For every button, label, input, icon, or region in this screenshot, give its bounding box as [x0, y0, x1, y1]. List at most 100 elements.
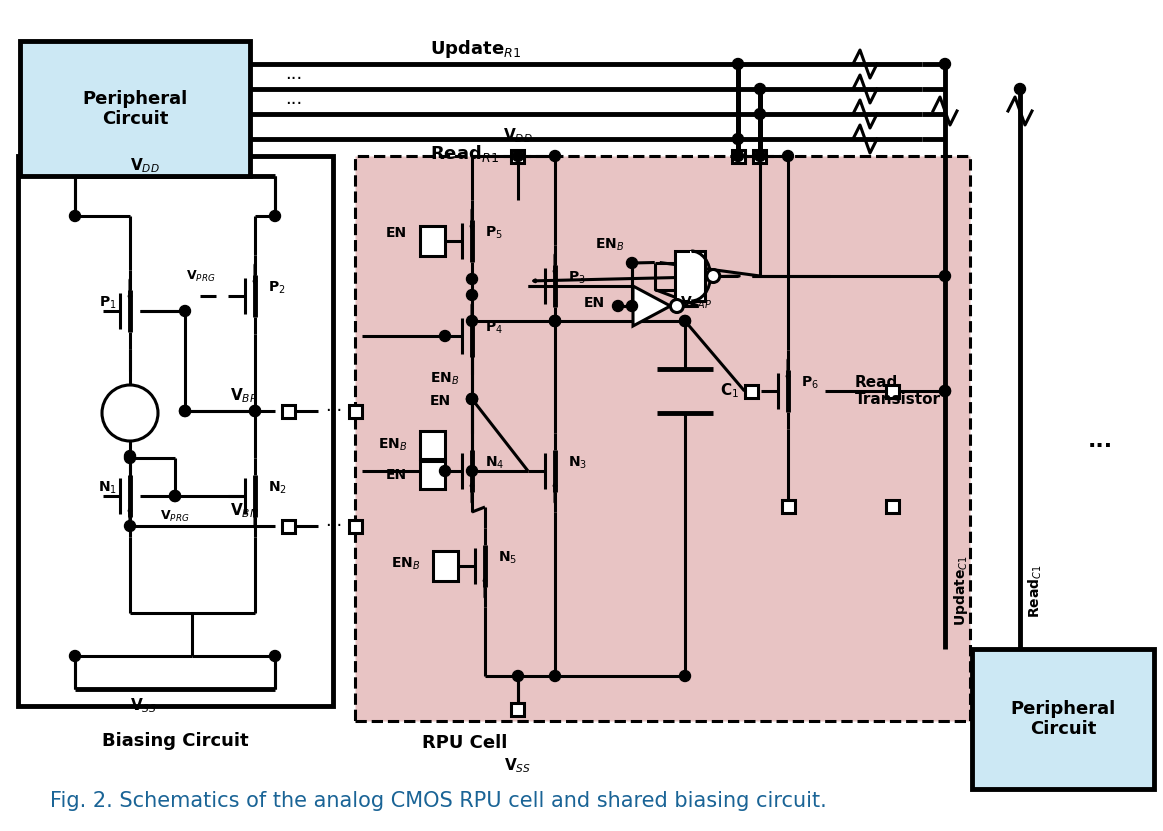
Text: V$_{SS}$: V$_{SS}$ — [505, 757, 531, 775]
Bar — [355, 156, 970, 721]
Circle shape — [466, 289, 478, 301]
Circle shape — [70, 651, 80, 661]
Circle shape — [179, 306, 191, 317]
Circle shape — [549, 671, 561, 681]
Text: V$_{BN}$: V$_{BN}$ — [230, 502, 259, 520]
Circle shape — [250, 406, 261, 416]
Circle shape — [940, 386, 950, 396]
Bar — [281, 405, 294, 417]
Circle shape — [170, 490, 180, 501]
Circle shape — [549, 316, 561, 327]
Bar — [885, 385, 899, 397]
Text: V$_{DD}$: V$_{DD}$ — [504, 126, 533, 145]
Bar — [512, 702, 525, 715]
Circle shape — [755, 150, 765, 161]
Circle shape — [733, 150, 743, 161]
Circle shape — [466, 465, 478, 476]
Polygon shape — [633, 286, 670, 326]
Text: P$_2$: P$_2$ — [267, 280, 286, 296]
Circle shape — [940, 271, 950, 282]
Circle shape — [679, 316, 691, 327]
Text: V$_{BP}$: V$_{BP}$ — [230, 386, 258, 406]
Circle shape — [783, 150, 793, 161]
Circle shape — [124, 453, 136, 464]
Text: Update$_{R1}$: Update$_{R1}$ — [430, 38, 521, 60]
Bar — [281, 519, 294, 533]
Bar — [512, 150, 525, 163]
Text: EN$_B$: EN$_B$ — [594, 237, 625, 253]
Text: EN: EN — [386, 226, 407, 240]
Circle shape — [940, 58, 950, 70]
Text: N$_2$: N$_2$ — [267, 479, 287, 496]
Text: Update$_{C1}$: Update$_{C1}$ — [952, 556, 970, 627]
Circle shape — [124, 450, 136, 461]
Bar — [20, 41, 250, 176]
Circle shape — [466, 273, 478, 284]
Circle shape — [70, 210, 80, 222]
Circle shape — [466, 394, 478, 405]
Bar — [349, 405, 362, 417]
Circle shape — [513, 150, 523, 161]
Bar — [691, 251, 692, 301]
Text: Biasing Circuit: Biasing Circuit — [101, 732, 249, 750]
Circle shape — [707, 269, 720, 283]
Bar — [349, 519, 362, 533]
Text: ···: ··· — [285, 70, 302, 88]
Circle shape — [179, 406, 191, 416]
Circle shape — [627, 258, 637, 268]
Circle shape — [179, 406, 191, 416]
Circle shape — [755, 83, 765, 95]
Circle shape — [250, 406, 261, 416]
Text: EN$_B$: EN$_B$ — [378, 437, 407, 453]
Bar — [675, 251, 705, 301]
Bar — [420, 431, 445, 459]
Text: P$_3$: P$_3$ — [568, 270, 586, 286]
Text: C$_1$: C$_1$ — [720, 381, 739, 401]
Bar — [420, 461, 445, 489]
Bar — [885, 499, 899, 513]
Text: V$_{DD}$: V$_{DD}$ — [130, 157, 159, 175]
Text: ···: ··· — [285, 95, 302, 113]
Bar — [744, 385, 757, 397]
Text: Peripheral
Circuit: Peripheral Circuit — [1011, 700, 1115, 739]
Text: EN: EN — [430, 394, 451, 408]
Circle shape — [1014, 83, 1026, 95]
Text: Fig. 2. Schematics of the analog CMOS RPU cell and shared biasing circuit.: Fig. 2. Schematics of the analog CMOS RP… — [50, 791, 827, 811]
Circle shape — [440, 331, 450, 342]
Circle shape — [270, 651, 280, 661]
Text: ···: ··· — [1087, 436, 1113, 456]
Bar — [420, 226, 445, 256]
Circle shape — [466, 316, 478, 327]
Circle shape — [513, 671, 523, 681]
Circle shape — [124, 520, 136, 532]
Text: P$_6$: P$_6$ — [801, 375, 819, 391]
Text: Read$_{C1}$: Read$_{C1}$ — [1027, 564, 1044, 617]
Text: Read
Transistor: Read Transistor — [855, 375, 941, 407]
Circle shape — [549, 316, 561, 327]
Circle shape — [940, 386, 950, 396]
Text: P$_1$: P$_1$ — [100, 295, 117, 311]
Circle shape — [102, 385, 158, 441]
Text: ···: ··· — [324, 517, 342, 535]
Circle shape — [170, 490, 180, 501]
Text: Read$_{R1}$: Read$_{R1}$ — [430, 144, 499, 165]
Text: V$_{PRG}$: V$_{PRG}$ — [186, 268, 215, 283]
Circle shape — [270, 210, 280, 222]
Text: EN$_B$: EN$_B$ — [430, 371, 459, 387]
Circle shape — [733, 58, 743, 70]
Circle shape — [679, 671, 691, 681]
Circle shape — [755, 109, 765, 120]
Text: V$_{PRG}$: V$_{PRG}$ — [160, 509, 190, 524]
Bar — [782, 499, 794, 513]
Text: EN$_B$: EN$_B$ — [391, 556, 420, 573]
Circle shape — [613, 301, 623, 312]
Circle shape — [549, 316, 561, 327]
Text: N$_3$: N$_3$ — [568, 455, 587, 471]
Text: N$_1$: N$_1$ — [98, 479, 117, 496]
Bar — [17, 156, 333, 706]
Text: ···: ··· — [324, 402, 342, 420]
Text: N$_5$: N$_5$ — [498, 550, 518, 566]
Text: P$_4$: P$_4$ — [485, 320, 502, 337]
Circle shape — [670, 299, 684, 312]
Circle shape — [466, 394, 478, 405]
